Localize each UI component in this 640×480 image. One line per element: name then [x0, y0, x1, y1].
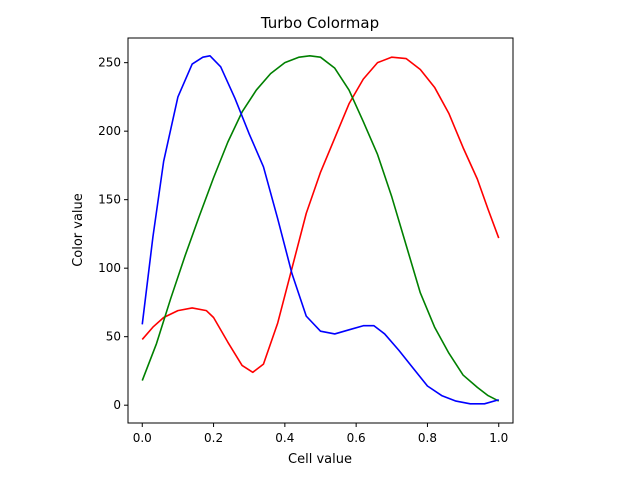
chart-title: Turbo Colormap — [260, 14, 379, 32]
x-tick-label: 1.0 — [489, 431, 508, 445]
plot-area — [127, 37, 514, 424]
series-layer — [141, 55, 500, 405]
series-line-1 — [141, 55, 500, 402]
tick-layer: 0.0 0.2 0.4 0.6 0.8 1.0 0 50 100 150 200 250 — [98, 56, 508, 445]
y-tick-label: 200 — [98, 124, 121, 138]
series-line-0 — [141, 56, 500, 374]
x-tick-label: 0.8 — [418, 431, 437, 445]
y-tick-label: 250 — [98, 56, 121, 70]
y-tick-label: 150 — [98, 193, 121, 207]
x-tick-label: 0.6 — [347, 431, 366, 445]
series-line-2 — [141, 55, 499, 405]
y-tick-label: 50 — [106, 330, 121, 344]
y-tick-label: 0 — [113, 398, 121, 412]
x-tick-label: 0.0 — [133, 431, 152, 445]
x-tick-label: 0.4 — [275, 431, 294, 445]
x-axis-label: Cell value — [288, 452, 352, 467]
x-tick-label: 0.2 — [204, 431, 223, 445]
y-axis-label: Color value — [71, 193, 86, 267]
y-tick-label: 100 — [98, 261, 121, 275]
